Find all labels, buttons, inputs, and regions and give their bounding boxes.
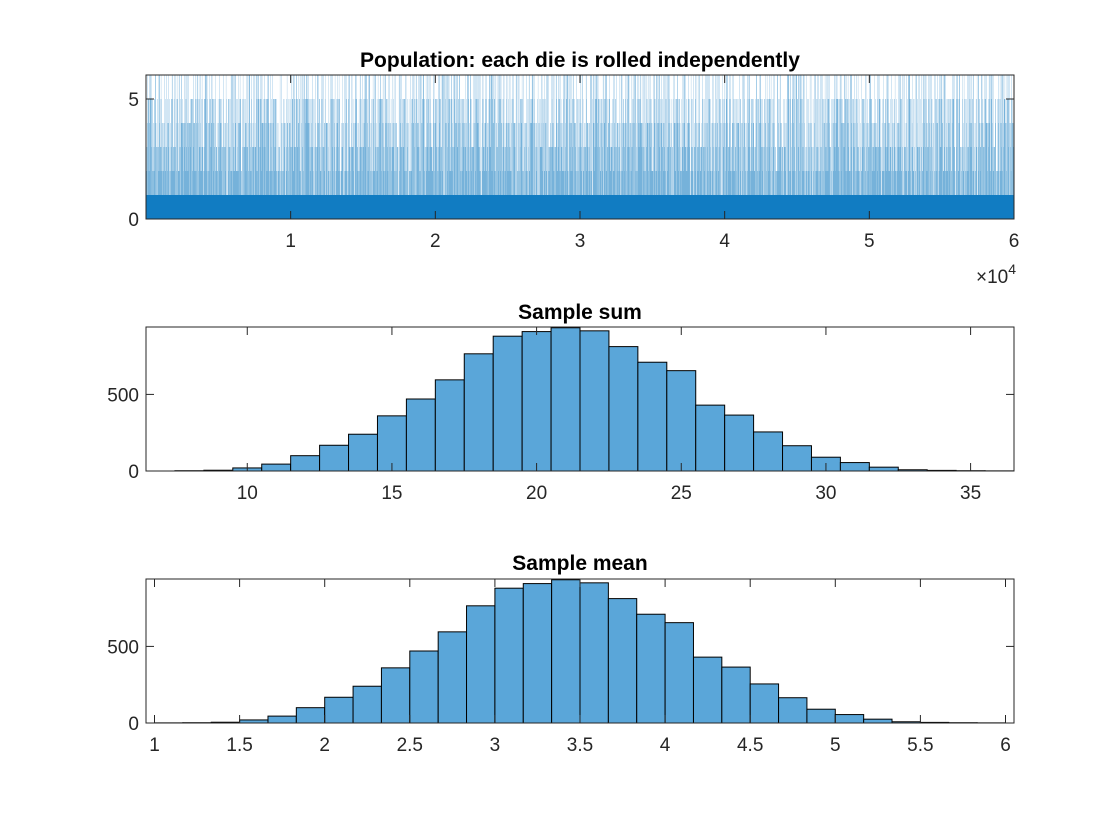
population-x-exponent-label: ×104	[976, 261, 1016, 288]
population-x-tick-label: 4	[719, 231, 730, 252]
sample-mean-y-tick-label: 0	[128, 714, 139, 735]
sample-mean-x-tick-label: 3.5	[567, 735, 593, 756]
sample-sum-plot-box	[145, 326, 1015, 472]
sample-mean-bar	[352, 685, 382, 724]
sample-mean-bar	[324, 696, 354, 724]
sample-mean-bars	[154, 579, 1006, 724]
sample-mean-bar	[437, 631, 468, 724]
sample-mean-bar	[778, 697, 808, 724]
sample-sum-bar	[319, 444, 350, 472]
sample-mean-bar	[409, 650, 439, 724]
sample-mean-bar	[579, 582, 609, 724]
sample-mean-bar	[806, 708, 836, 724]
population-axes: Population: each die is rolled independe…	[128, 49, 1019, 288]
sample-mean-x-tick-label: 4	[660, 735, 671, 756]
sample-sum-bar	[839, 462, 870, 472]
sample-mean-title: Sample mean	[512, 552, 647, 575]
sample-mean-x-tick-label: 2.5	[397, 735, 423, 756]
sample-mean-x-tick-label: 5	[830, 735, 841, 756]
sample-mean-bar	[692, 656, 723, 724]
sample-sum-bar	[290, 455, 321, 472]
sample-sum-bar	[550, 327, 581, 472]
sample-mean-axis-frame: 1 1.5 2 2.5 3 3.5 4 4.5 5 5.5 6 0 500	[107, 578, 1015, 756]
sample-sum-bar	[666, 370, 697, 472]
population-axis-frame: 1 2 3 4 5 6 0 5	[128, 74, 1020, 252]
sample-mean-y-tick-label: 500	[107, 637, 139, 658]
sample-sum-bar	[637, 361, 668, 472]
sample-sum-bar	[695, 404, 726, 472]
sample-mean-bar	[664, 622, 694, 724]
sample-mean-bar	[636, 613, 666, 724]
sample-mean-x-tick-label: 2	[319, 735, 330, 756]
population-bars	[145, 75, 1014, 219]
sample-mean-bar	[834, 714, 865, 724]
sample-sum-bar	[868, 466, 899, 472]
sample-sum-bar	[608, 346, 639, 472]
sample-sum-x-tick-label: 10	[237, 483, 258, 504]
sample-sum-bar	[521, 331, 552, 472]
sample-mean-x-tick-label: 1.5	[226, 735, 252, 756]
sample-sum-y-tick-label: 0	[128, 462, 139, 483]
sample-sum-bar	[405, 398, 436, 472]
population-y-tick-label: 0	[128, 210, 139, 231]
sample-sum-bar	[261, 463, 292, 472]
sample-mean-x-tick-label: 4.5	[737, 735, 763, 756]
sample-mean-bar	[863, 718, 893, 724]
sample-mean-bar	[607, 598, 638, 724]
sample-mean-x-tick-label: 6	[1000, 735, 1011, 756]
population-y-tick-label: 5	[128, 90, 139, 111]
sample-sum-bar	[724, 414, 755, 472]
sample-sum-x-tick-label: 15	[381, 483, 402, 504]
sample-mean-bar	[267, 715, 297, 724]
sample-sum-axes: Sample sum 10 15 20 25 30 35 0 500	[107, 301, 1015, 504]
sample-mean-axes: Sample mean 1 1.5 2 2.5 3 3.5 4 4.5 5 5.5 6 0 500	[107, 552, 1015, 756]
sample-sum-axis-frame: 10 15 20 25 30 35 0 500	[107, 326, 1015, 504]
sample-sum-bar	[376, 415, 407, 472]
sample-mean-bar	[551, 579, 581, 724]
sample-mean-x-tick-label: 5.5	[907, 735, 933, 756]
sample-mean-bar	[749, 683, 780, 724]
sample-mean-bar	[295, 707, 326, 724]
sample-mean-bar	[466, 605, 496, 724]
sample-mean-bar	[380, 667, 411, 724]
sample-sum-bar	[782, 445, 812, 472]
sample-sum-bar	[434, 379, 465, 472]
sample-mean-x-tick-label: 3	[490, 735, 501, 756]
sample-sum-title: Sample sum	[518, 301, 642, 324]
sample-sum-bar	[753, 431, 784, 472]
sample-sum-x-tick-label: 30	[815, 483, 836, 504]
sample-mean-x-tick-label: 1	[149, 735, 160, 756]
sample-mean-bar	[494, 587, 524, 724]
population-x-tick-label: 2	[430, 231, 441, 252]
sample-sum-bar	[579, 330, 610, 472]
sample-sum-bars	[174, 327, 1015, 472]
sample-sum-x-tick-label: 35	[960, 483, 981, 504]
sample-sum-bar	[348, 433, 378, 472]
sample-sum-x-tick-label: 25	[671, 483, 692, 504]
population-title: Population: each die is rolled independe…	[360, 49, 800, 72]
population-x-tick-label: 1	[285, 231, 296, 252]
sample-mean-bar	[721, 666, 751, 724]
sample-mean-bar	[522, 583, 553, 724]
sample-sum-bar	[463, 353, 494, 472]
sample-sum-bar	[492, 335, 523, 472]
population-x-tick-label: 5	[864, 231, 875, 252]
population-x-tick-label: 3	[575, 231, 586, 252]
population-x-tick-label: 6	[1009, 231, 1020, 252]
sample-sum-y-tick-label: 500	[107, 385, 139, 406]
sample-sum-x-tick-label: 20	[526, 483, 547, 504]
